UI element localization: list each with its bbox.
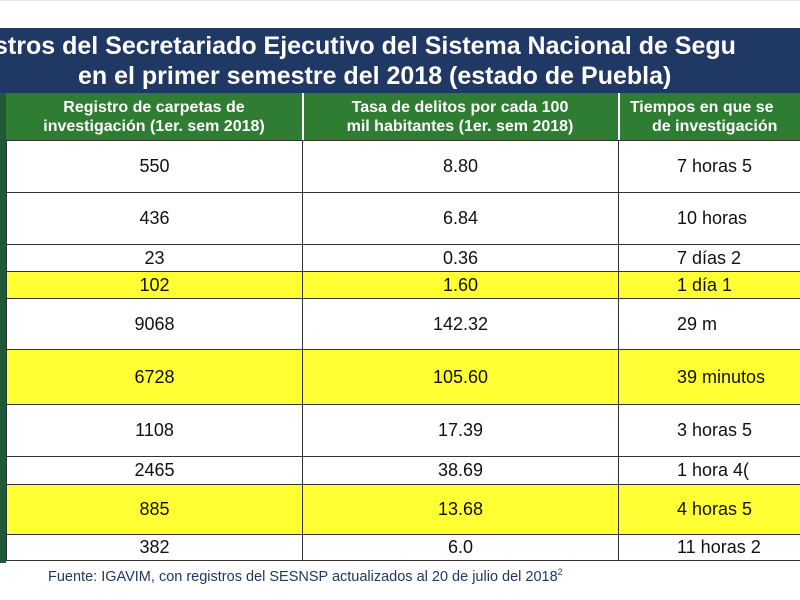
data-table: 550 8.80 7 horas 5 436 6.84 10 horas 23 …	[6, 140, 800, 561]
header-registro-line-1: Registro de carpetas de	[63, 98, 245, 116]
header-tiempos-line-2: de investigación	[652, 117, 778, 135]
cell-tasa: 13.68	[302, 484, 619, 535]
source-footnote: Fuente: IGAVIM, con registros del SESNSP…	[48, 567, 563, 585]
cell-tiempo: 1 hora 4(	[618, 456, 800, 485]
cell-tiempo: 29 m	[618, 298, 800, 350]
cell-registro: 436	[6, 192, 303, 245]
table-row: 1108 17.39 3 horas 5	[6, 404, 800, 457]
header-tasa-line-2: mil habitantes (1er. sem 2018)	[346, 117, 574, 135]
table-row: 382 6.0 11 horas 2	[6, 534, 800, 561]
cell-tiempo: 10 horas	[618, 192, 800, 245]
table-row: 9068 142.32 29 m	[6, 298, 800, 350]
source-text: Fuente: IGAVIM, con registros del SESNSP…	[48, 568, 558, 585]
title-line-2: en el primer semestre del 2018 (estado d…	[78, 61, 672, 90]
cell-tasa: 1.60	[302, 271, 619, 299]
header-registro: Registro de carpetas de investigación (1…	[6, 93, 304, 140]
cell-tasa: 6.84	[302, 192, 619, 245]
cell-registro: 1108	[6, 404, 303, 457]
table-row: 6728 105.60 39 minutos	[6, 349, 800, 405]
header-tiempos-line-1: Tiempos en que se	[629, 98, 774, 116]
cell-tasa: 17.39	[302, 404, 619, 457]
cell-registro: 885	[6, 484, 303, 535]
table-row: 2465 38.69 1 hora 4(	[6, 456, 800, 485]
cell-tiempo: 39 minutos	[618, 349, 800, 405]
cell-tasa: 0.36	[302, 244, 619, 272]
cell-tasa: 142.32	[302, 298, 619, 350]
cell-registro: 382	[6, 534, 303, 561]
header-tasa: Tasa de delitos por cada 100 mil habitan…	[302, 93, 620, 140]
cell-tasa: 38.69	[302, 456, 619, 485]
table-row: 550 8.80 7 horas 5	[6, 140, 800, 193]
header-tasa-line-1: Tasa de delitos por cada 100	[351, 98, 569, 116]
cell-registro: 550	[6, 140, 303, 193]
cell-tasa: 8.80	[302, 140, 619, 193]
cell-registro: 102	[6, 271, 303, 299]
cell-tiempo: 7 días 2	[618, 244, 800, 272]
cell-registro: 9068	[6, 298, 303, 350]
left-accent-bar	[0, 93, 6, 563]
cell-tasa: 6.0	[302, 534, 619, 561]
cell-registro: 2465	[6, 456, 303, 485]
top-divider	[0, 0, 800, 1]
table-row: 436 6.84 10 horas	[6, 192, 800, 245]
cell-tasa: 105.60	[302, 349, 619, 405]
cell-registro: 23	[6, 244, 303, 272]
table-title: stros del Secretariado Ejecutivo del Sis…	[0, 28, 800, 93]
cell-tiempo: 3 horas 5	[618, 404, 800, 457]
header-registro-line-2: investigación (1er. sem 2018)	[43, 117, 265, 135]
cell-tiempo: 1 día 1	[618, 271, 800, 299]
column-header-row: Registro de carpetas de investigación (1…	[0, 93, 800, 140]
header-tiempos: Tiempos en que se de investigación	[618, 93, 800, 140]
table-row: 102 1.60 1 día 1	[6, 271, 800, 299]
table-row: 23 0.36 7 días 2	[6, 244, 800, 272]
table-row: 885 13.68 4 horas 5	[6, 484, 800, 535]
title-line-1: stros del Secretariado Ejecutivo del Sis…	[0, 31, 736, 60]
cell-tiempo: 7 horas 5	[618, 140, 800, 193]
cell-registro: 6728	[6, 349, 303, 405]
cell-tiempo: 4 horas 5	[618, 484, 800, 535]
footnote-marker: 2	[557, 567, 563, 577]
cell-tiempo: 11 horas 2	[618, 534, 800, 561]
